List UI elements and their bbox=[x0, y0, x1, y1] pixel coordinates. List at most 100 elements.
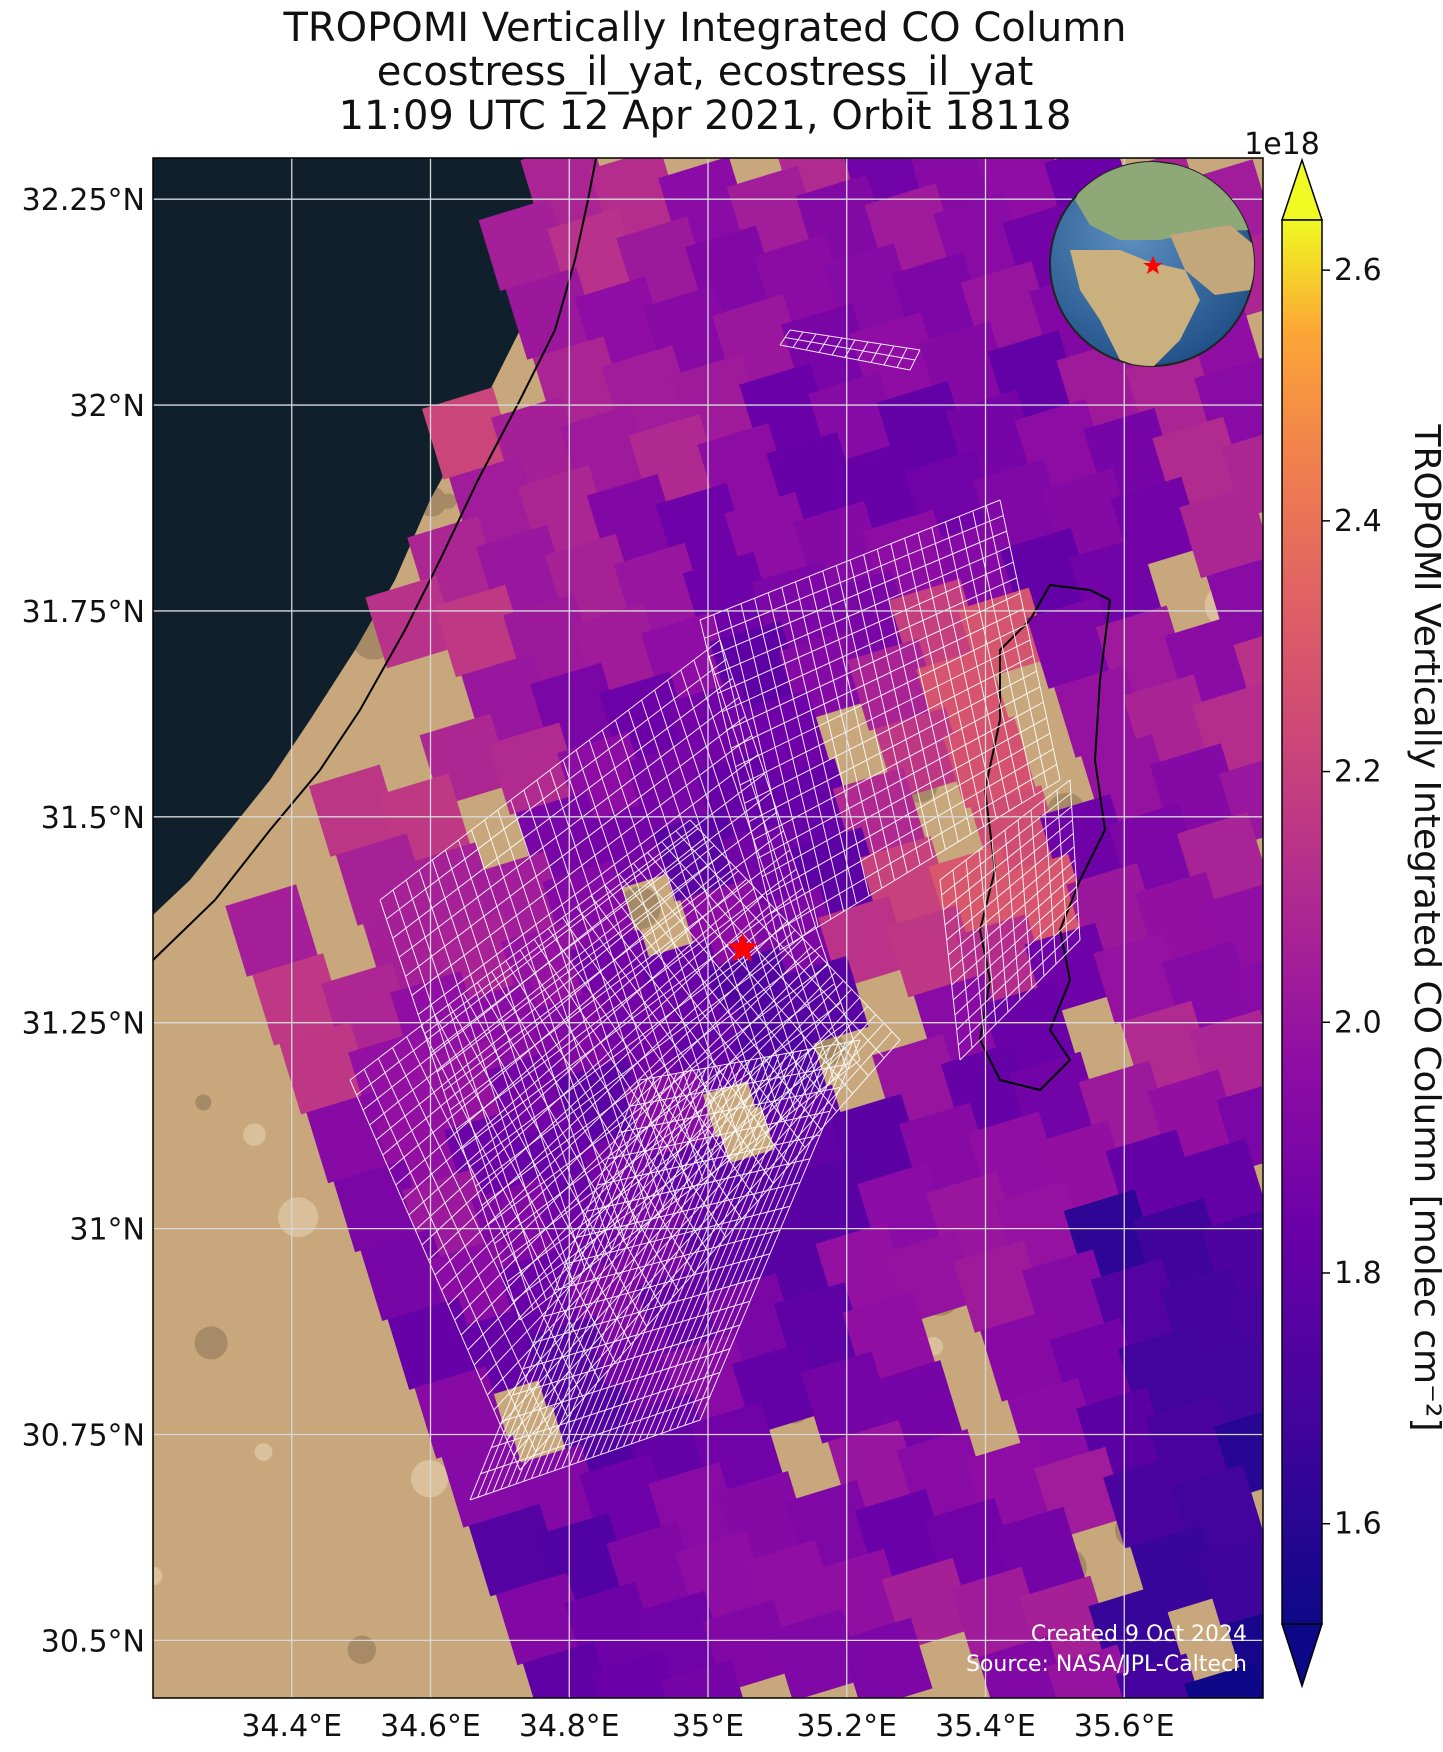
lon-tick-label: 35°E bbox=[672, 1709, 744, 1744]
mediterranean-sea bbox=[153, 158, 560, 915]
title-line-2: ecostress_il_yat, ecostress_il_yat bbox=[376, 49, 1034, 95]
graticule bbox=[153, 158, 1263, 1698]
lat-tick-label: 31°N bbox=[69, 1213, 145, 1248]
lon-tick-label: 35.6°E bbox=[1074, 1709, 1175, 1744]
tropomi-pixel bbox=[591, 1650, 677, 1698]
colorbar-tick-label: 2.6 bbox=[1334, 253, 1382, 288]
footprint-mesh bbox=[469, 1039, 861, 1501]
colorbar-ticks: 1.6 1.8 2.0 2.2 2.4 2.6 bbox=[1322, 253, 1382, 1542]
lon-tick-label: 34.6°E bbox=[380, 1709, 481, 1744]
tropomi-pixel bbox=[335, 833, 429, 926]
tropomi-pixel bbox=[441, 1435, 535, 1528]
lat-tick-label: 30.5°N bbox=[41, 1624, 145, 1659]
tropomi-pixel bbox=[840, 1617, 933, 1698]
tropomi-pixel bbox=[414, 1366, 507, 1459]
tropomi-pixel bbox=[886, 905, 980, 998]
tropomi-pixel bbox=[1115, 1653, 1200, 1698]
lon-tick-label: 35.4°E bbox=[935, 1709, 1036, 1744]
colorbar-tick-label: 2.4 bbox=[1334, 504, 1382, 539]
tropomi-pixel bbox=[478, 198, 571, 291]
terrain-spot bbox=[243, 1123, 266, 1146]
tropomi-pixel bbox=[505, 267, 598, 360]
tropomi-pixel bbox=[1046, 1644, 1134, 1698]
terrain-spot bbox=[195, 1094, 212, 1111]
globe-asia bbox=[1170, 225, 1254, 295]
colorbar-tick-label: 1.8 bbox=[1334, 1256, 1382, 1291]
tropomi-pixel bbox=[225, 884, 318, 977]
tropomi-pixel bbox=[434, 584, 527, 678]
lat-tick-label: 31.5°N bbox=[41, 801, 145, 836]
terrain-spot bbox=[153, 1566, 163, 1586]
colorbar-tick-label: 2.0 bbox=[1334, 1005, 1382, 1040]
tropomi-pixel bbox=[653, 809, 746, 902]
map-frame bbox=[152, 157, 1264, 1699]
tropomi-pixel bbox=[279, 1022, 372, 1115]
axis-tick-labels: 34.4°E 34.6°E 34.8°E 35°E 35.2°E 35.4°E 35.6°E… bbox=[22, 183, 1175, 1744]
colorbar-extend-bottom bbox=[1280, 1623, 1324, 1689]
lat-tick-label: 31.75°N bbox=[22, 595, 145, 630]
coastline bbox=[153, 158, 597, 961]
footprint-mesh bbox=[699, 499, 1061, 951]
tropomi-pixel bbox=[1093, 931, 1186, 1025]
tropomi-pixel bbox=[771, 1608, 864, 1698]
tropomi-pixel bbox=[468, 1504, 562, 1597]
tropomi-pixel bbox=[1184, 1662, 1263, 1698]
tropomi-pixel bbox=[360, 1228, 453, 1321]
site-star-marker bbox=[727, 932, 758, 962]
tropomi-pixel bbox=[495, 1572, 589, 1666]
title-line-1: TROPOMI Vertically Integrated CO Column bbox=[283, 5, 1127, 51]
tropomi-pixel bbox=[660, 1659, 744, 1698]
lat-tick-label: 32°N bbox=[69, 389, 145, 424]
tropomi-pixel bbox=[953, 1240, 1046, 1333]
colorbar: 1e18 1.6 1.8 2.0 2.2 2.4 2.6 TROPOMI Vertical… bbox=[1244, 127, 1443, 1689]
terrain-spot bbox=[410, 1459, 449, 1498]
terrain-spot bbox=[254, 1443, 273, 1461]
colorbar-label: TROPOMI Vertically Integrated CO Column … bbox=[1406, 423, 1443, 1431]
lat-tick-label: 30.75°N bbox=[22, 1418, 145, 1453]
tropomi-pixel bbox=[980, 1309, 1073, 1402]
tropomi-pixel bbox=[1213, 1411, 1263, 1498]
tropomi-pixel bbox=[1216, 1085, 1263, 1171]
globe-africa bbox=[1070, 250, 1200, 366]
terrain-spot bbox=[347, 1635, 377, 1665]
terrain-spot bbox=[278, 1197, 319, 1238]
tropomi-pixel bbox=[1054, 665, 1147, 758]
tropomi-pixel bbox=[1218, 760, 1263, 845]
tropomi-pixel bbox=[1103, 1455, 1196, 1549]
lon-tick-label: 34.8°E bbox=[519, 1709, 620, 1744]
tropomi-pixel bbox=[977, 1635, 1068, 1698]
terrain-spot bbox=[194, 1326, 228, 1360]
lat-tick-label: 32.25°N bbox=[22, 183, 145, 218]
tropomi-pixel bbox=[950, 1566, 1044, 1660]
tropomi-pixel bbox=[1199, 1535, 1263, 1626]
footprint-mesh bbox=[779, 329, 921, 371]
credit-created: Created 9 Oct 2024 bbox=[1031, 1622, 1247, 1647]
credit-source: Source: NASA/JPL-Caltech bbox=[966, 1652, 1247, 1677]
tropomi-pixel bbox=[1179, 485, 1263, 579]
footprint-mesh bbox=[939, 779, 1081, 1061]
ecostress-footprints bbox=[349, 329, 1081, 1501]
tropomi-pixel bbox=[306, 1090, 399, 1184]
tropomi-pixel bbox=[387, 1297, 480, 1390]
colorbar-multiplier: 1e18 bbox=[1244, 127, 1320, 162]
dead-sea-outline bbox=[978, 583, 1112, 1092]
tropomi-pixel bbox=[1026, 596, 1120, 689]
tropomi-pixel bbox=[365, 575, 458, 669]
tropomi-pixel bbox=[1204, 884, 1263, 974]
lon-tick-label: 34.4°E bbox=[241, 1709, 342, 1744]
colorbar-tick-label: 2.2 bbox=[1334, 755, 1382, 790]
tropomi-pixel bbox=[522, 1641, 611, 1698]
globe-europe bbox=[1075, 162, 1250, 240]
globe-inset bbox=[1049, 161, 1255, 367]
colorbar-tick-label: 1.6 bbox=[1334, 1507, 1382, 1542]
tropomi-pixel bbox=[1206, 558, 1263, 647]
tropomi-pixel bbox=[308, 764, 402, 857]
globe-site-star bbox=[1143, 256, 1163, 274]
lat-tick-label: 31.25°N bbox=[22, 1007, 145, 1042]
tropomi-pixel bbox=[943, 716, 1036, 809]
title-line-3: 11:09 UTC 12 Apr 2021, Orbit 18118 bbox=[338, 93, 1072, 139]
footprint-mesh bbox=[379, 639, 861, 1321]
lon-tick-label: 35.2°E bbox=[796, 1709, 897, 1744]
colorbar-extend-top bbox=[1280, 157, 1324, 221]
